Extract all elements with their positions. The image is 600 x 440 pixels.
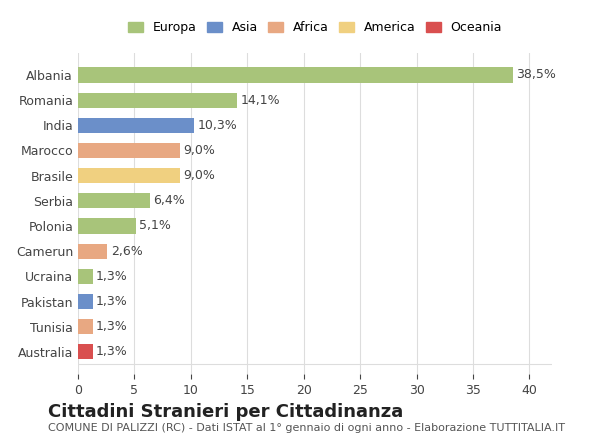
Text: 1,3%: 1,3% bbox=[96, 320, 128, 333]
Text: 6,4%: 6,4% bbox=[154, 194, 185, 207]
Text: 9,0%: 9,0% bbox=[183, 169, 215, 182]
Text: 2,6%: 2,6% bbox=[111, 245, 142, 258]
Bar bbox=[78, 319, 92, 334]
Bar bbox=[78, 168, 179, 183]
Text: 10,3%: 10,3% bbox=[197, 119, 238, 132]
Bar bbox=[78, 67, 512, 83]
Text: 14,1%: 14,1% bbox=[241, 94, 280, 106]
Bar bbox=[78, 193, 150, 209]
Text: 38,5%: 38,5% bbox=[516, 69, 556, 81]
Text: Cittadini Stranieri per Cittadinanza: Cittadini Stranieri per Cittadinanza bbox=[48, 403, 403, 421]
Bar bbox=[78, 92, 237, 108]
Text: 5,1%: 5,1% bbox=[139, 220, 171, 232]
Text: 1,3%: 1,3% bbox=[96, 295, 128, 308]
Bar bbox=[78, 244, 107, 259]
Text: 9,0%: 9,0% bbox=[183, 144, 215, 157]
Text: 1,3%: 1,3% bbox=[96, 270, 128, 283]
Bar bbox=[78, 344, 92, 359]
Bar bbox=[78, 269, 92, 284]
Text: 1,3%: 1,3% bbox=[96, 345, 128, 358]
Text: COMUNE DI PALIZZI (RC) - Dati ISTAT al 1° gennaio di ogni anno - Elaborazione TU: COMUNE DI PALIZZI (RC) - Dati ISTAT al 1… bbox=[48, 423, 565, 433]
Bar bbox=[78, 218, 136, 234]
Bar bbox=[78, 118, 194, 133]
Bar bbox=[78, 143, 179, 158]
Bar bbox=[78, 294, 92, 309]
Legend: Europa, Asia, Africa, America, Oceania: Europa, Asia, Africa, America, Oceania bbox=[124, 17, 506, 38]
